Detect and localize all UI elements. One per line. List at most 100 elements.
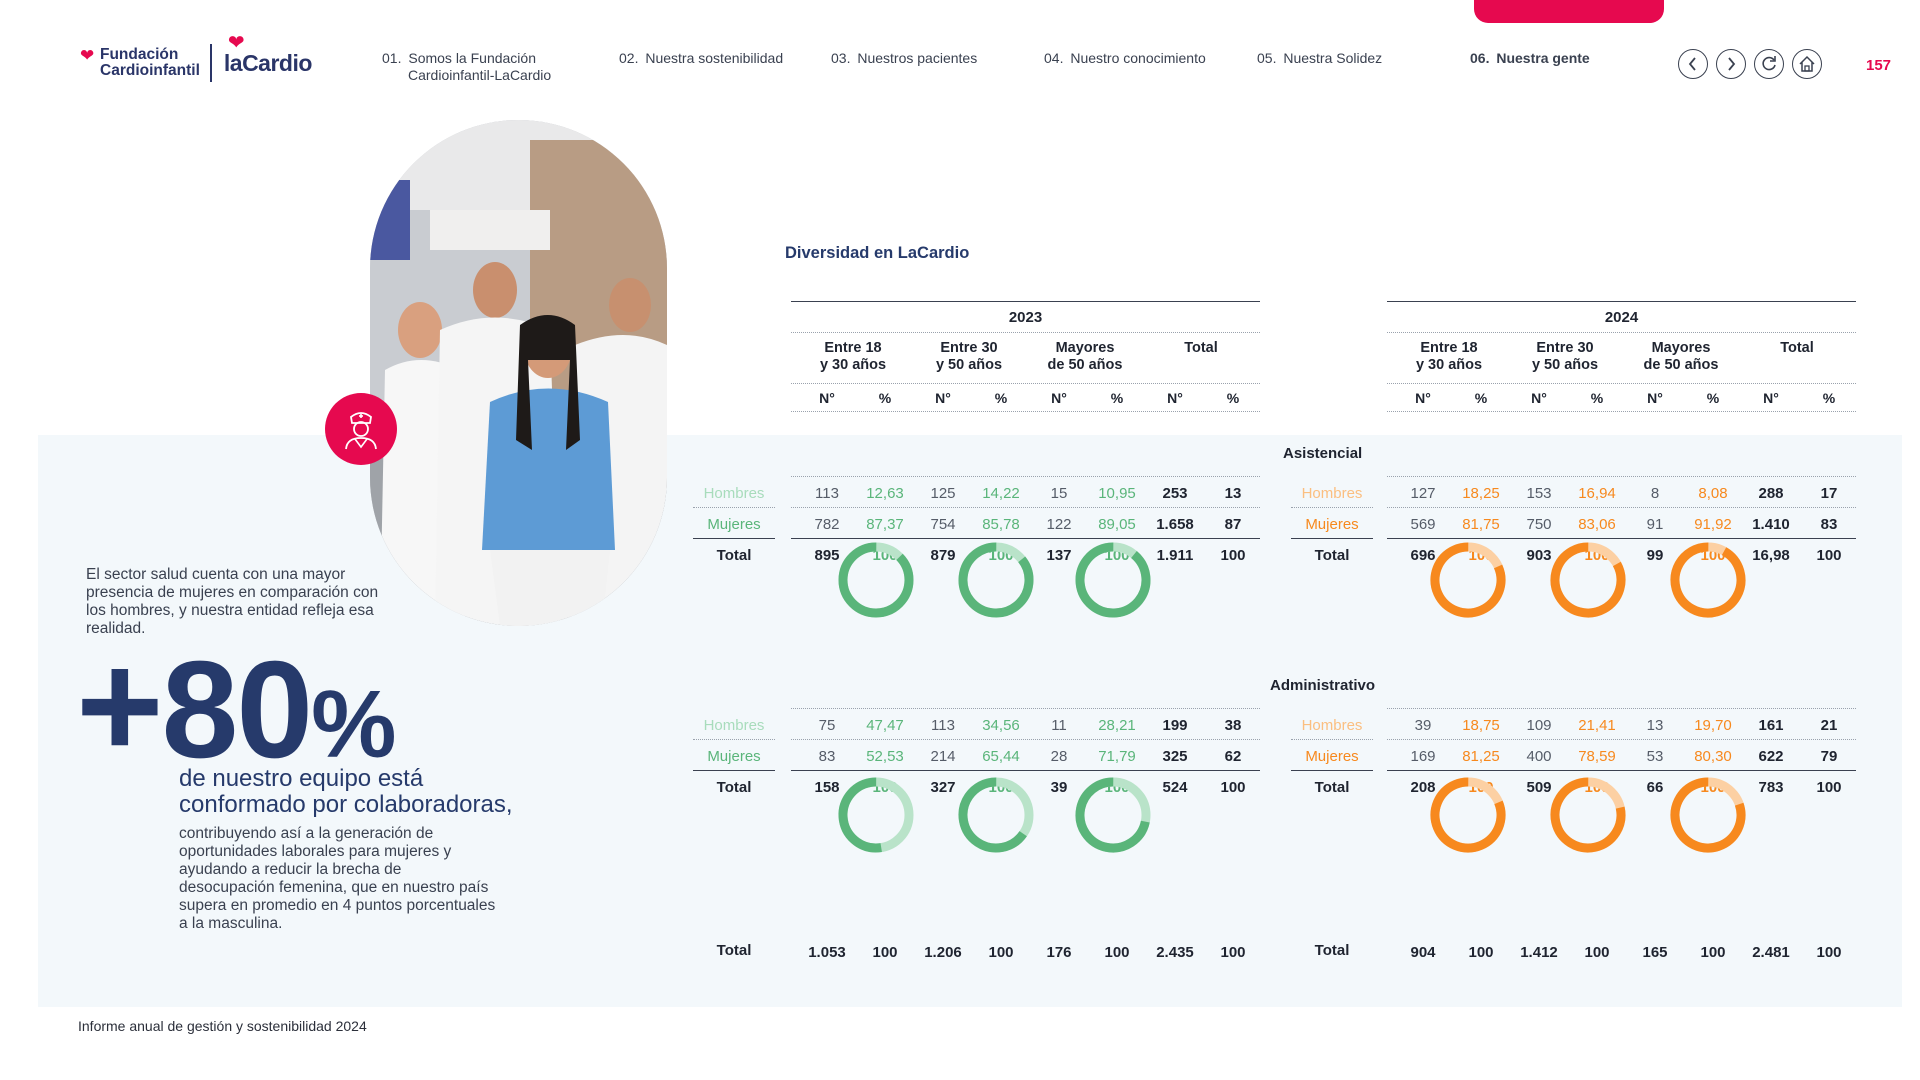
description-text: contribuyendo así a la generación de opo… [179, 825, 496, 932]
table-cell: 161 [1758, 717, 1784, 734]
table-cell: 53 [1646, 748, 1664, 765]
table-cell: 113 [931, 717, 955, 734]
heart-icon: ❤ [80, 46, 95, 65]
row-label-total: Total [716, 942, 752, 959]
table-cell: 89,05 [1098, 516, 1136, 533]
row-label-total: Total [716, 547, 752, 564]
nav-item-somos[interactable]: 01. Somos la Fundación Cardioinfantil-La… [382, 50, 552, 83]
row-label-hombres: Hombres [703, 485, 765, 502]
big-stat: +80% [76, 621, 396, 789]
donut-chart [958, 542, 1034, 618]
nav-item-solidez[interactable]: 05. Nuestra Solidez [1257, 50, 1383, 66]
col-n-header: N° [1167, 390, 1183, 406]
intro-text: El sector salud cuenta con una mayor pre… [86, 566, 379, 637]
table-cell: 524 [1162, 779, 1188, 796]
home-icon[interactable] [1792, 49, 1822, 79]
group-header: Entre 18 y 30 años [819, 340, 887, 373]
col-pct-header: % [1706, 390, 1720, 406]
nav-icons [1678, 49, 1822, 79]
row-label-total: Total [1314, 779, 1350, 796]
nav-item-conocimiento[interactable]: 04. Nuestro conocimiento [1044, 50, 1206, 66]
donut-segment-mujeres [958, 542, 1034, 618]
table-cell: 1.911 [1156, 547, 1194, 564]
table-cell: 199 [1162, 717, 1188, 734]
table-cell: 65,44 [982, 748, 1020, 765]
table-rule [1291, 507, 1373, 508]
table-cell: 100 [1220, 779, 1246, 796]
donut-chart [1550, 777, 1626, 853]
donut-chart [958, 777, 1034, 853]
footer-text: Informe anual de gestión y sostenibilida… [78, 1018, 367, 1034]
table-cell: 100 [1816, 547, 1842, 564]
table-cell: 81,75 [1462, 516, 1500, 533]
table-rule [1387, 383, 1856, 384]
table-rule [791, 708, 1260, 709]
grand-total-cell: 100 [1584, 944, 1610, 961]
table-cell: 15 [1050, 485, 1068, 502]
group-header: Mayores de 50 años [1643, 340, 1719, 373]
table-top-rule [1387, 301, 1856, 302]
donut-chart [838, 542, 914, 618]
table-cell: 16,94 [1578, 485, 1616, 502]
table-rule [1387, 708, 1856, 709]
chevron-right-icon[interactable] [1716, 49, 1746, 79]
table-cell: 79 [1820, 748, 1838, 765]
col-pct-header: % [1590, 390, 1604, 406]
table-cell: 100 [1220, 547, 1246, 564]
col-n-header: N° [935, 390, 951, 406]
donut-segment-mujeres [838, 542, 914, 618]
table-cell: 21 [1820, 717, 1838, 734]
logo[interactable]: ❤ Fundación Cardioinfantil ❤ laCardio [78, 33, 312, 84]
row-label-mujeres: Mujeres [1305, 516, 1359, 533]
table-rule [1291, 770, 1373, 771]
grand-total-cell: 100 [1104, 944, 1130, 961]
table-rule [1387, 739, 1856, 740]
table-cell: 66 [1646, 779, 1664, 796]
table-cell: 87,37 [866, 516, 904, 533]
donut-segment-mujeres [1430, 777, 1506, 853]
table-cell: 14,22 [982, 485, 1020, 502]
nav-item-pacientes[interactable]: 03. Nuestros pacientes [831, 50, 978, 66]
donut-chart [1075, 777, 1151, 853]
table-rule [791, 538, 1260, 539]
row-label-mujeres: Mujeres [1305, 748, 1359, 765]
grand-total-cell: 100 [1468, 944, 1494, 961]
page-number: 157 [1866, 57, 1892, 74]
donut-segment-mujeres [1670, 542, 1746, 618]
table-cell: 288 [1758, 485, 1784, 502]
table-cell: 62 [1224, 748, 1242, 765]
col-n-header: N° [1531, 390, 1547, 406]
donut-segment-mujeres [1075, 542, 1151, 618]
table-cell: 81,25 [1462, 748, 1500, 765]
table-cell: 158 [814, 779, 840, 796]
table-cell: 879 [930, 547, 956, 564]
nav-item-gente[interactable]: 06. Nuestra gente [1470, 50, 1590, 66]
table-cell: 127 [1410, 485, 1436, 502]
table-cell: 782 [814, 516, 840, 533]
table-cell: 509 [1526, 779, 1552, 796]
table-cell: 400 [1526, 748, 1552, 765]
nav-item-sostenibilidad[interactable]: 02. Nuestra sostenibilidad [619, 50, 784, 66]
table-cell: 11 [1051, 717, 1067, 734]
col-pct-header: % [1474, 390, 1488, 406]
grand-total-cell: 176 [1046, 944, 1072, 961]
table-cell: 18,75 [1462, 717, 1500, 734]
table-rule [791, 507, 1260, 508]
table-cell: 34,56 [982, 717, 1020, 734]
table-cell: 10,95 [1098, 485, 1136, 502]
donut-chart [1670, 542, 1746, 618]
chevron-left-icon[interactable] [1678, 49, 1708, 79]
table-cell: 83 [818, 748, 836, 765]
grand-total-cell: 100 [988, 944, 1014, 961]
row-label-total: Total [1314, 547, 1350, 564]
col-pct-header: % [1110, 390, 1124, 406]
table-cell: 13 [1646, 717, 1664, 734]
table-cell: 83 [1820, 516, 1838, 533]
refresh-icon[interactable] [1754, 49, 1784, 79]
col-n-header: N° [1415, 390, 1431, 406]
row-label-hombres: Hombres [1301, 717, 1363, 734]
donut-segment-mujeres [1075, 777, 1151, 853]
col-pct-header: % [1822, 390, 1836, 406]
row-label-hombres: Hombres [1301, 485, 1363, 502]
table-rule [791, 332, 1260, 333]
